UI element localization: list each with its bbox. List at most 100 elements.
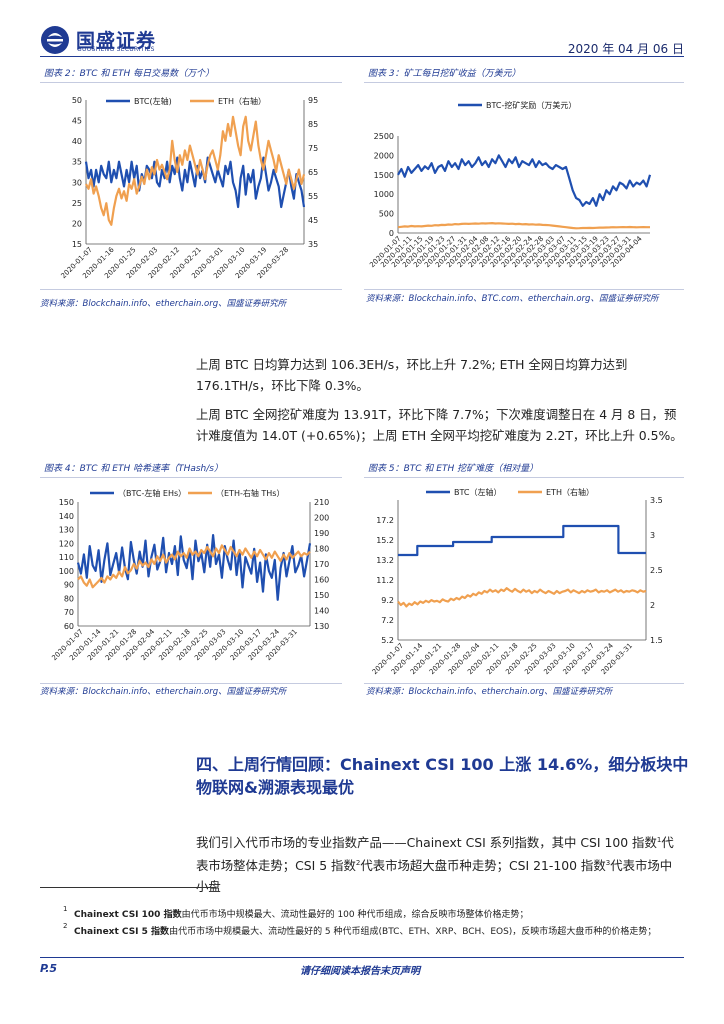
y-tick-left-label: 7.2 — [381, 616, 394, 625]
fig2-top-rule — [40, 82, 342, 83]
footnote-ref-3[interactable]: 3 — [605, 859, 611, 868]
logo-subtitle: GUOSHENG SECURITIES — [77, 46, 155, 53]
y-tick-right-label: 35 — [308, 240, 318, 249]
fig2-title: 图表 2：BTC 和 ETH 每日交易数（万个） — [44, 69, 215, 79]
y-tick-right-label: 140 — [314, 607, 329, 616]
y-tick-left-label: 110 — [59, 553, 74, 562]
y-tick-left-label: 1000 — [374, 190, 394, 199]
y-tick-left-label: 500 — [379, 210, 394, 219]
y-tick-right-label: 210 — [314, 498, 329, 507]
series-line-eth — [85, 115, 306, 226]
y-tick-left-label: 130 — [59, 526, 74, 535]
y-tick-left-label: 15.2 — [376, 536, 394, 545]
y-tick-right-label: 45 — [308, 216, 318, 225]
fig5-top-rule — [364, 477, 684, 478]
y-tick-right-label: 130 — [314, 622, 329, 631]
y-tick-left-label: 40 — [72, 137, 82, 146]
paragraph-difficulty: 上周 BTC 全网挖矿难度为 13.91T，环比下降 7.7%；下次难度调整日在… — [196, 407, 683, 443]
series-line-btc — [84, 156, 306, 209]
series-line-eth — [77, 544, 311, 589]
paragraph-hashrate: 上周 BTC 日均算力达到 106.3EH/s，环比上升 7.2%; ETH 全… — [196, 357, 628, 393]
y-tick-left-label: 2000 — [374, 151, 394, 160]
legend-label: BTC-挖矿奖励（万美元） — [486, 100, 576, 110]
y-tick-left-label: 120 — [59, 539, 74, 548]
y-tick-right-label: 3 — [650, 531, 655, 540]
series-line-eth — [397, 587, 647, 608]
footnote-ref-2[interactable]: 2 — [355, 859, 361, 868]
y-tick-left-label: 100 — [59, 567, 74, 576]
y-tick-left-label: 25 — [72, 199, 82, 208]
y-tick-right-label: 55 — [308, 192, 318, 201]
y-tick-right-label: 170 — [314, 560, 329, 569]
report-date: 2020 年 04 月 06 日 — [567, 42, 684, 56]
fig5-bottom-rule — [364, 683, 684, 684]
fig2-bottom-rule — [40, 289, 342, 290]
y-tick-left-label: 2500 — [374, 132, 394, 141]
footnote-ref-1[interactable]: 1 — [656, 836, 662, 844]
footer-disclaimer: 请仔细阅读本报告末页声明 — [300, 966, 420, 977]
y-tick-left-label: 9.2 — [381, 596, 394, 605]
y-tick-left-label: 17.2 — [376, 516, 394, 525]
fig4-chart: 60 70 80 90 100 110 120 130 140 150 130 140 150 160 17… — [50, 488, 329, 662]
legend-label: ETH（右轴） — [218, 96, 266, 106]
fig3-bottom-rule — [364, 289, 684, 290]
y-tick-right-label: 2 — [650, 601, 655, 610]
y-tick-right-label: 150 — [314, 591, 329, 600]
header-divider — [40, 56, 684, 57]
y-tick-left-label: 35 — [72, 158, 82, 167]
y-tick-left-label: 15 — [72, 240, 82, 249]
y-tick-left-label: 140 — [59, 512, 74, 521]
footnote-2: Chainext CSI 5 指数由代币市场中规模最大、流动性最好的 5 种代币… — [74, 927, 657, 937]
fig4-title: 图表 4：BTC 和 ETH 哈希速率（THash/s） — [44, 464, 223, 474]
y-tick-right-label: 3.5 — [650, 496, 663, 505]
fig5-title: 图表 5：BTC 和 ETH 挖矿难度（相对量） — [368, 464, 539, 474]
y-tick-left-label: 1500 — [374, 171, 394, 180]
y-tick-right-label: 190 — [314, 529, 329, 538]
fig2-source: 资料来源：Blockchain.info、etherchain.org、国盛证券… — [40, 299, 287, 309]
fig4-top-rule — [40, 477, 342, 478]
y-tick-left-label: 90 — [64, 581, 74, 590]
y-tick-left-label: 150 — [59, 498, 74, 507]
y-tick-right-label: 75 — [308, 144, 318, 153]
legend-label: （ETH-右轴 THs） — [216, 488, 284, 498]
fig3-top-rule — [364, 82, 684, 83]
y-tick-left-label: 60 — [64, 622, 74, 631]
fig4-source: 资料来源：Blockchain.info、etherchain.org、国盛证券… — [40, 687, 287, 697]
legend-label: BTC（左轴） — [454, 487, 502, 497]
series-line-eth — [397, 222, 650, 230]
y-tick-left-label: 13.2 — [376, 556, 394, 565]
y-tick-right-label: 85 — [308, 120, 318, 129]
footnote-2-number: 2 — [63, 922, 68, 930]
fig3-source: 资料来源：Blockchain.info、BTC.com、etherchain.… — [366, 294, 659, 304]
paragraph-index-intro: 我们引入代币市场的专业指数产品——Chainext CSI 系列指数，其中 CS… — [196, 835, 674, 895]
y-tick-right-label: 65 — [308, 168, 318, 177]
footer-divider — [40, 957, 684, 958]
y-tick-left-label: 45 — [72, 117, 82, 126]
y-tick-right-label: 95 — [308, 96, 318, 105]
footnote-divider — [40, 887, 216, 888]
legend-label: BTC(左轴) — [134, 96, 172, 106]
section-heading: 四、上周行情回顾：Chainext CSI 100 上涨 14.6%，细分板块中… — [196, 755, 689, 797]
y-tick-left-label: 70 — [64, 608, 74, 617]
fig3-title: 图表 3：矿工每日挖矿收益（万美元） — [368, 69, 521, 79]
fig2-chart: 1520253035404550354555657585952020-01-07… — [60, 96, 319, 280]
logo-icon — [41, 26, 69, 54]
y-tick-left-label: 5.2 — [381, 636, 394, 645]
y-tick-left-label: 50 — [72, 96, 82, 105]
series-line-btc — [398, 524, 646, 557]
page-number: P.5 — [40, 962, 58, 975]
y-tick-left-label: 30 — [72, 178, 82, 187]
y-tick-right-label: 1.5 — [650, 636, 663, 645]
footnote-1-number: 1 — [63, 905, 68, 913]
y-tick-left-label: 80 — [64, 594, 74, 603]
fig4-bottom-rule — [40, 683, 342, 684]
y-tick-right-label: 160 — [314, 576, 329, 585]
y-tick-right-label: 180 — [314, 545, 329, 554]
y-tick-left-label: 20 — [72, 219, 82, 228]
y-tick-left-label: 0 — [389, 229, 394, 238]
series-line-btc — [397, 154, 652, 207]
fig5-chart: 5.27.29.211.213.215.217.21.522.533.52020… — [371, 487, 663, 676]
y-tick-right-label: 2.5 — [650, 566, 663, 575]
logo-text: 国盛证券 — [76, 30, 157, 52]
fig3-chart: 050010001500200025002020-01-072020-01-11… — [368, 100, 652, 269]
